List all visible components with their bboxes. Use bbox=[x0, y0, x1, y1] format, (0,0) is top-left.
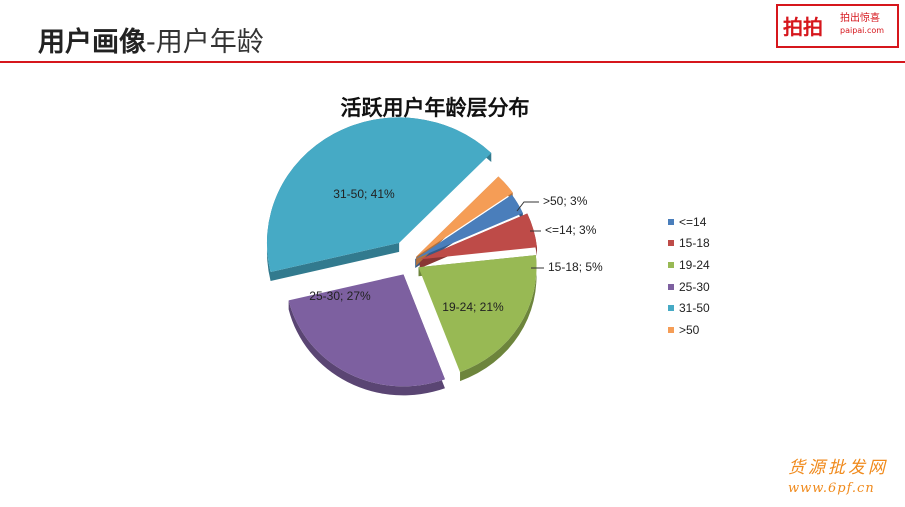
watermark-url: www.6pf.cn bbox=[788, 481, 875, 496]
legend-swatch bbox=[668, 326, 674, 333]
pie-slice-25-30 bbox=[288, 274, 445, 387]
slice-side-31-50 bbox=[266, 117, 492, 281]
data-label: >50; 3% bbox=[543, 194, 588, 208]
legend-swatch bbox=[668, 261, 674, 268]
paipai-logo: 拍拍 拍出惊喜 paipai.com bbox=[776, 4, 899, 48]
watermark-name: 货源批发网 bbox=[788, 458, 888, 478]
slice-side-19-24 bbox=[418, 255, 537, 382]
legend-label: <=14 bbox=[679, 214, 707, 229]
data-label: <=14; 3% bbox=[545, 223, 597, 237]
slide-title: 用户画像-用户年龄 bbox=[38, 20, 264, 59]
chart-legend: <=14 15-18 19-24 25-30 31-50 >50 bbox=[668, 211, 710, 341]
legend-label: 15-18 bbox=[679, 236, 710, 251]
chart-title: 活跃用户年龄层分布 bbox=[340, 96, 530, 120]
slide-title-sub: -用户年龄 bbox=[146, 27, 264, 58]
slice-side-25-30 bbox=[288, 274, 445, 396]
legend-swatch bbox=[668, 218, 674, 225]
legend-label: 19-24 bbox=[679, 257, 710, 272]
logo-name: 拍拍 bbox=[783, 15, 823, 39]
logo-url: paipai.com bbox=[840, 26, 885, 35]
leader-line bbox=[516, 201, 539, 212]
slide-title-main: 用户画像 bbox=[38, 27, 146, 58]
title-divider bbox=[0, 61, 905, 63]
data-label: 15-18; 5% bbox=[548, 260, 603, 274]
legend-label: 31-50 bbox=[679, 301, 710, 316]
legend-swatch bbox=[668, 283, 674, 290]
legend-item: 19-24 bbox=[668, 254, 710, 276]
pie-slice-x50 bbox=[416, 176, 513, 257]
legend-item: 15-18 bbox=[668, 233, 710, 255]
legend-item: >50 bbox=[668, 319, 710, 341]
legend-swatch bbox=[668, 305, 674, 312]
watermark: 货源批发网 www.6pf.cn bbox=[788, 453, 900, 496]
pie-slice-15-18 bbox=[419, 213, 537, 260]
legend-label: >50 bbox=[679, 322, 700, 337]
legend-item: 31-50 bbox=[668, 297, 710, 319]
data-label: 31-50; 41% bbox=[333, 187, 395, 201]
pie-slice-31-50 bbox=[266, 117, 492, 272]
logo-tagline: 拍出惊喜 bbox=[840, 13, 880, 24]
pie-slice-xx14 bbox=[415, 194, 523, 260]
data-label: 19-24; 21% bbox=[442, 300, 504, 314]
legend-item: <=14 bbox=[668, 211, 710, 233]
legend-item: 25-30 bbox=[668, 276, 710, 298]
data-label: 25-30; 27% bbox=[309, 289, 371, 303]
legend-label: 25-30 bbox=[679, 279, 710, 294]
legend-swatch bbox=[668, 240, 674, 247]
pie-slice-19-24 bbox=[418, 255, 537, 373]
